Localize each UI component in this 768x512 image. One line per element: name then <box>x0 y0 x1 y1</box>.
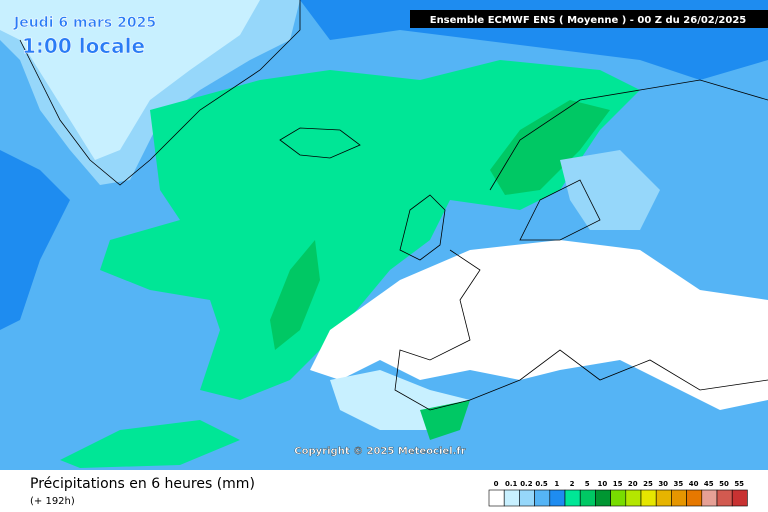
footer-title: Précipitations en 6 heures (mm) <box>30 476 255 492</box>
legend-swatch <box>488 489 505 507</box>
ocean-green <box>270 240 320 350</box>
precip-green <box>100 60 640 400</box>
model-title: Ensemble ECMWF ENS ( Moyenne ) - 00 Z du… <box>430 15 747 26</box>
legend-label: 40 <box>689 480 699 488</box>
legend-swatch <box>579 489 596 507</box>
greenland-ice <box>0 0 260 160</box>
legend-swatch <box>655 489 672 507</box>
legend-label: 5 <box>585 480 590 488</box>
coastlines <box>19 0 768 411</box>
norway-green <box>490 100 610 195</box>
legend-label: 20 <box>628 480 638 488</box>
legend-swatch <box>549 489 566 507</box>
legend-label: 55 <box>734 480 744 488</box>
legend-swatch <box>564 489 581 507</box>
legend-swatch <box>701 489 718 507</box>
legend-label: 0.5 <box>535 480 548 488</box>
legend-label: 1 <box>554 480 559 488</box>
legend-swatch <box>503 489 520 507</box>
model-banner <box>410 10 768 28</box>
legend-swatch <box>716 489 733 507</box>
atlas-green <box>420 400 470 440</box>
precip-green-south <box>60 420 240 468</box>
legend-swatch <box>595 489 611 507</box>
legend-label: 30 <box>658 480 668 488</box>
legend: 0 0.1 0.2 0.5 1 2 5 10 15 20 25 30 35 40 45 50 55 <box>488 480 748 507</box>
dry-europe <box>310 240 768 410</box>
date: Jeudi 6 mars 2025 <box>13 15 156 31</box>
copyright: Copyright © 2025 Meteociel.fr <box>294 446 465 457</box>
legend-label: 0 <box>494 480 499 488</box>
legend-label: 35 <box>674 480 684 488</box>
legend-swatch <box>519 489 535 507</box>
legend-swatch <box>731 489 748 507</box>
legend-swatch <box>671 489 687 507</box>
legend-label: 0.1 <box>505 480 518 488</box>
legend-swatch <box>686 489 703 507</box>
legend-swatch <box>625 489 642 507</box>
legend-swatch <box>534 489 551 507</box>
map: Ensemble ECMWF ENS ( Moyenne ) - 00 Z du… <box>0 0 768 470</box>
time: 1:00 locale <box>22 34 145 58</box>
legend-swatch <box>610 489 627 507</box>
footer-lead: (+ 192h) <box>30 496 75 507</box>
legend-label: 0.2 <box>520 480 533 488</box>
legend-label: 45 <box>704 480 714 488</box>
legend-label: 10 <box>598 480 608 488</box>
baltic-light <box>560 150 660 230</box>
legend-label: 15 <box>613 480 623 488</box>
legend-label: 25 <box>643 480 653 488</box>
legend-label: 2 <box>570 480 575 488</box>
band <box>0 150 70 330</box>
legend-swatch <box>640 489 657 507</box>
legend-label: 50 <box>719 480 729 488</box>
